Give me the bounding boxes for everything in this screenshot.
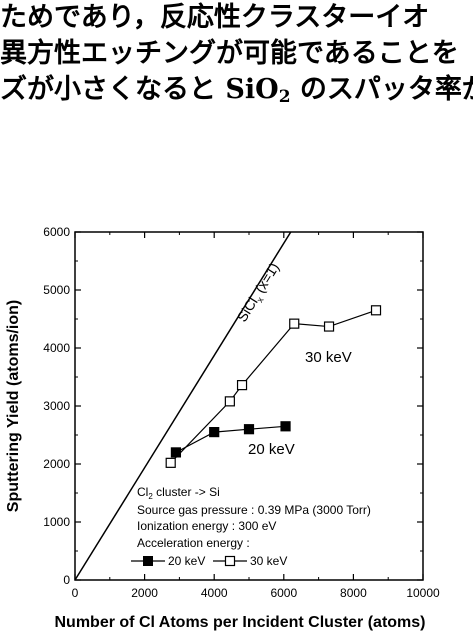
- x-tick-label: 8000: [340, 586, 367, 600]
- body-text-line-3-prefix: ズが小さくなると SiO: [0, 74, 279, 105]
- data-point: [236, 380, 248, 391]
- x-tick-label: 10000: [406, 586, 440, 600]
- legend-30kev-marker: [224, 555, 236, 567]
- annotation-gas-pressure: Source gas pressure : 0.39 MPa (3000 Tor…: [137, 503, 371, 517]
- annotation-cluster-suffix: cluster -> Si: [153, 485, 220, 499]
- annotation-cluster: Cl2 cluster -> Si: [137, 485, 220, 501]
- x-tick-label: 2000: [131, 586, 158, 600]
- annotation-cluster-main: Cl: [137, 485, 148, 499]
- x-tick-label: 6000: [270, 586, 297, 600]
- y-tick-label: 2000: [43, 457, 70, 471]
- series-line-1: [170, 309, 377, 464]
- series-label-30kev: 30 keV: [305, 349, 352, 366]
- series-label-20kev: 20 keV: [248, 441, 295, 458]
- sicl-reference-line: [74, 231, 292, 581]
- x-axis-label: Number of Cl Atoms per Incident Cluster …: [55, 614, 426, 631]
- y-tick-label: 3000: [43, 399, 70, 413]
- x-tick-labels: 0 2000 4000 6000 8000 10000: [72, 586, 440, 600]
- y-tick-label: 0: [63, 573, 70, 587]
- legend: 20 keV 30 keV: [131, 554, 287, 568]
- body-text-line-3-suffix: のスパッタ率が: [290, 74, 473, 105]
- y-tick-label: 6000: [43, 225, 70, 239]
- sicl-label-suffix: (x=1): [249, 260, 282, 299]
- data-point: [323, 321, 335, 332]
- data-point: [224, 396, 235, 407]
- legend-20kev-label: 20 keV: [168, 554, 205, 568]
- x-tick-label: 4000: [201, 586, 228, 600]
- body-text-line-3-subscript: 2: [278, 87, 291, 107]
- sicl-reference-label: SiClx (x=1): [234, 260, 285, 326]
- data-point: [209, 427, 220, 438]
- y-axis-label: Sputtering Yield (atoms/ion): [5, 300, 22, 512]
- data-point: [370, 305, 382, 316]
- legend-30kev-label: 30 keV: [250, 554, 287, 568]
- body-text-line-2: 異方性エッチングが可能であることを: [0, 38, 459, 69]
- legend-20kev-marker: [143, 556, 153, 566]
- data-point: [280, 421, 291, 432]
- body-text-line-3: ズが小さくなると SiO2 のスパッタ率が: [0, 72, 473, 108]
- data-point: [289, 318, 300, 329]
- data-series: [165, 305, 382, 468]
- sicl-label-sub: x: [255, 295, 266, 305]
- y-tick-labels: 0 1000 2000 3000 4000 5000 6000: [43, 225, 70, 587]
- x-tick-label: 0: [72, 586, 79, 600]
- annotation-ionization: Ionization energy : 300 eV: [137, 519, 276, 533]
- y-tick-label: 5000: [43, 283, 70, 297]
- y-tick-label: 1000: [43, 515, 70, 529]
- data-point: [165, 457, 176, 468]
- annotation-cluster-sub: 2: [148, 492, 153, 501]
- data-point: [170, 447, 182, 458]
- data-point: [243, 424, 255, 435]
- annotation-acceleration: Acceleration energy :: [137, 536, 250, 550]
- body-text-line-1: ためであり，反応性クラスターイオ: [0, 2, 430, 33]
- y-tick-label: 4000: [43, 341, 70, 355]
- series-line-0: [175, 425, 286, 453]
